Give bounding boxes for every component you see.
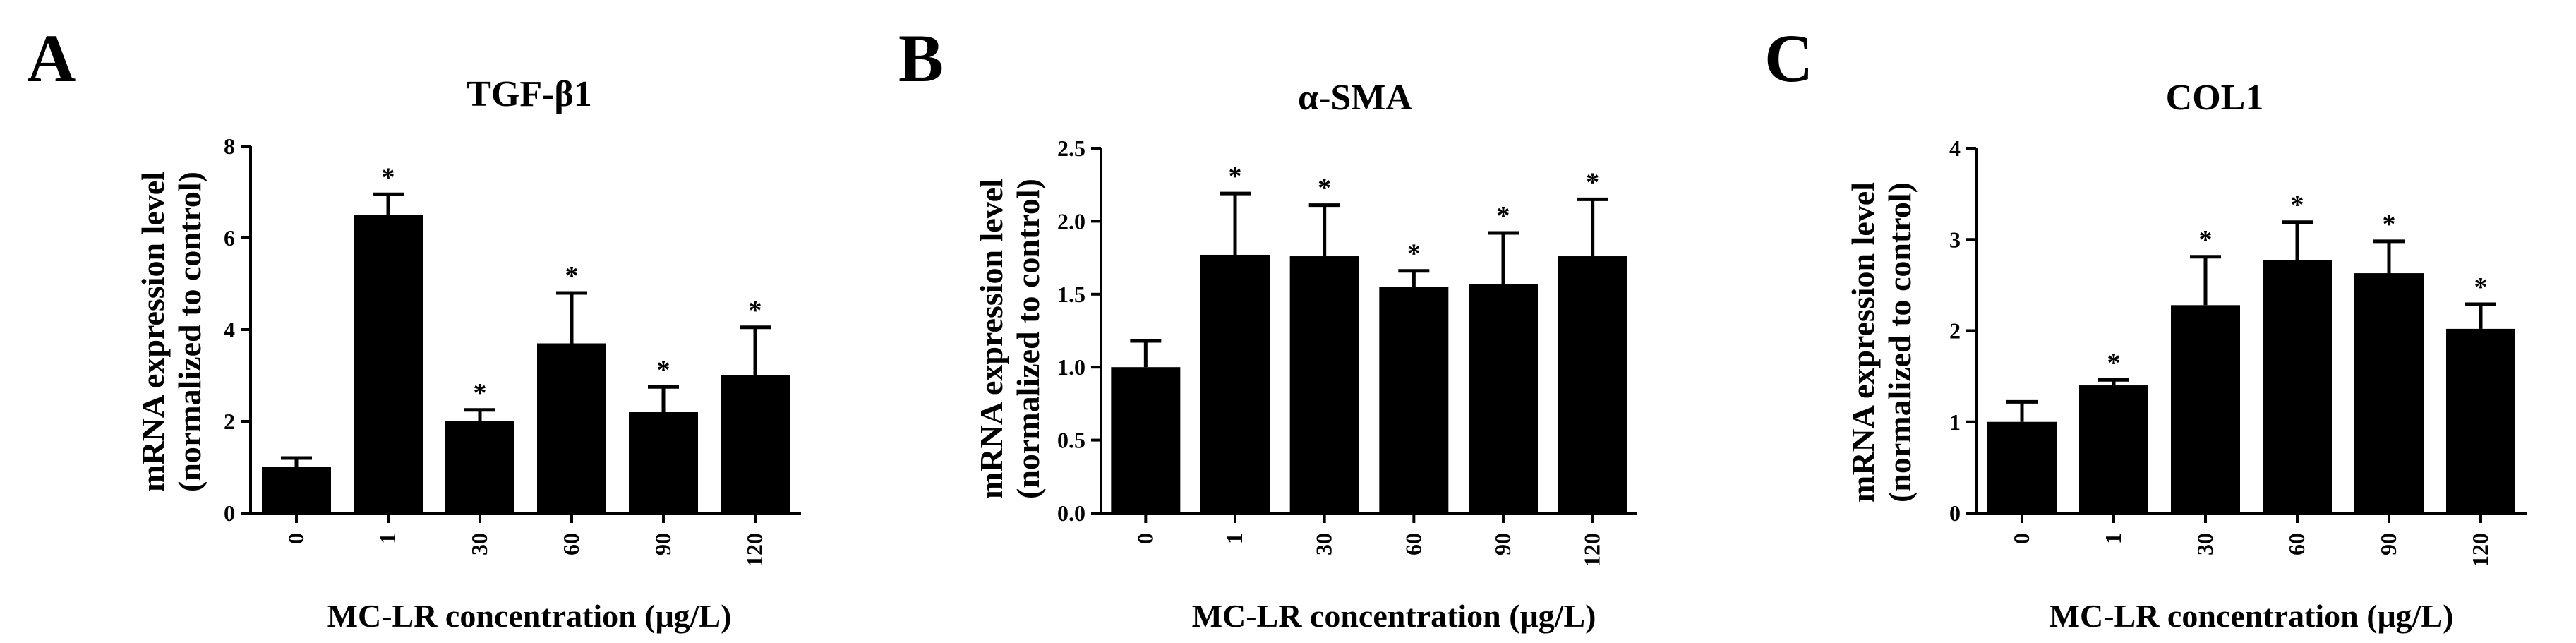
bar-c-90 — [2354, 273, 2424, 513]
bar-a-120 — [721, 375, 790, 513]
bar-b-0 — [1111, 367, 1181, 513]
x-tick-label-b: 1 — [1222, 533, 1247, 544]
bar-b-1 — [1200, 254, 1270, 513]
y-tick-label-b: 2.0 — [1057, 208, 1085, 234]
x-tick-label-a: 1 — [375, 533, 400, 544]
y-axis-label-a-line1: mRNA expression level — [135, 172, 171, 492]
x-tick-label-a: 60 — [558, 533, 584, 555]
bar-a-0 — [262, 467, 331, 513]
x-tick-label-a: 90 — [650, 533, 675, 555]
bar-a-90 — [629, 412, 698, 513]
x-tick-label-c: 120 — [2467, 533, 2493, 567]
y-tick-label-c: 0 — [1949, 500, 1961, 526]
significance-star-a: * — [474, 378, 487, 408]
y-tick-label-b: 0.0 — [1057, 500, 1085, 526]
y-axis-label-c: mRNA expression level (normalized to con… — [1845, 182, 1918, 503]
significance-star-a: * — [749, 296, 762, 325]
bar-a-1 — [354, 215, 423, 513]
bar-a-60 — [537, 343, 606, 513]
y-tick-label-a: 2 — [224, 409, 235, 434]
x-tick-label-b: 0 — [1132, 533, 1157, 544]
significance-star-a: * — [565, 261, 579, 291]
significance-star-a: * — [382, 162, 395, 192]
y-tick-label-b: 2.5 — [1057, 136, 1085, 161]
y-axis-label-c-line2: (normalized to control) — [1882, 182, 1918, 503]
y-axis-label-b-line2: (normalized to control) — [1010, 179, 1046, 499]
x-axis-label-c: MC-LR concentration (μg/L) — [2050, 598, 2454, 634]
x-tick-label-c: 30 — [2192, 533, 2217, 555]
y-tick-label-c: 2 — [1949, 318, 1961, 344]
y-axis-label-c-line1: mRNA expression level — [1845, 182, 1881, 503]
y-tick-label-b: 1.5 — [1057, 282, 1085, 307]
bar-c-1 — [2079, 385, 2148, 513]
x-tick-label-a: 30 — [467, 533, 492, 555]
plot-area-a: 0 2 4 6 8 0 1 * 30 * 60 * 90 * 120 * — [224, 133, 801, 567]
y-axis-label-b-line1: mRNA expression level — [973, 179, 1009, 499]
y-axis-label-a-line2: (normalized to control) — [171, 172, 207, 492]
bar-b-30 — [1289, 256, 1359, 513]
x-tick-label-b: 60 — [1400, 533, 1426, 555]
panel-letter-b: B — [898, 20, 944, 96]
y-tick-label-b: 0.5 — [1057, 428, 1085, 453]
chart-title-c: COL1 — [2166, 78, 2264, 118]
bar-c-0 — [1987, 421, 2057, 513]
x-tick-label-c: 60 — [2284, 533, 2309, 555]
panel-letter-c: C — [1764, 20, 1813, 96]
y-tick-label-c: 1 — [1949, 409, 1961, 435]
significance-star-b: * — [1318, 174, 1331, 203]
significance-star-b: * — [1586, 167, 1599, 197]
y-tick-label-a: 0 — [224, 500, 235, 526]
x-tick-label-a: 0 — [283, 533, 308, 544]
significance-star-c: * — [2474, 272, 2488, 302]
panel-b: B α-SMA mRNA expression level (normalize… — [898, 20, 1637, 634]
x-tick-label-c: 90 — [2376, 533, 2401, 555]
significance-star-b: * — [1497, 201, 1510, 231]
x-tick-label-b: 120 — [1579, 533, 1605, 567]
y-tick-label-b: 1.0 — [1057, 354, 1085, 380]
y-tick-label-a: 8 — [224, 133, 235, 159]
y-tick-label-a: 4 — [224, 317, 235, 342]
panel-letter-a: A — [27, 20, 76, 96]
bar-b-60 — [1379, 287, 1449, 513]
significance-star-a: * — [657, 355, 670, 385]
chart-title-a: TGF-β1 — [467, 74, 592, 114]
x-axis-label-a: MC-LR concentration (μg/L) — [327, 598, 732, 634]
significance-star-c: * — [2199, 225, 2213, 255]
y-axis-label-b: mRNA expression level (normalized to con… — [973, 179, 1046, 499]
bar-b-120 — [1558, 256, 1627, 513]
significance-star-b: * — [1229, 162, 1242, 191]
panel-c: C COL1 mRNA expression level (normalized… — [1764, 20, 2527, 634]
y-axis-label-a: mRNA expression level (normalized to con… — [135, 172, 207, 492]
bar-b-90 — [1469, 284, 1538, 513]
y-tick-label-c: 3 — [1949, 227, 1961, 252]
x-tick-label-b: 90 — [1490, 533, 1515, 555]
plot-area-b: 0.0 0.5 1.0 1.5 2.0 2.5 0 1 * 30 * 60 * 90 * 120 * — [1057, 136, 1637, 567]
plot-area-c: 0 1 2 3 4 0 1 * 30 * 60 * 90 * 120 * — [1949, 136, 2527, 567]
chart-title-b: α-SMA — [1298, 78, 1412, 118]
y-tick-label-c: 4 — [1949, 136, 1961, 161]
bar-a-30 — [445, 421, 514, 513]
significance-star-c: * — [2291, 191, 2304, 220]
x-axis-label-b: MC-LR concentration (μg/L) — [1192, 598, 1596, 634]
x-tick-label-c: 1 — [2100, 533, 2126, 544]
bar-c-30 — [2171, 305, 2240, 513]
significance-star-c: * — [2383, 210, 2396, 239]
y-tick-label-a: 6 — [224, 225, 235, 251]
x-tick-label-c: 0 — [2009, 533, 2034, 544]
bar-c-120 — [2446, 328, 2515, 513]
bar-c-60 — [2263, 260, 2332, 513]
significance-star-b: * — [1407, 239, 1421, 269]
panel-a: A TGF-β1 mRNA expression level (normaliz… — [27, 20, 801, 634]
significance-star-c: * — [2107, 348, 2121, 378]
x-tick-label-b: 30 — [1311, 533, 1337, 555]
x-tick-label-a: 120 — [742, 533, 767, 567]
